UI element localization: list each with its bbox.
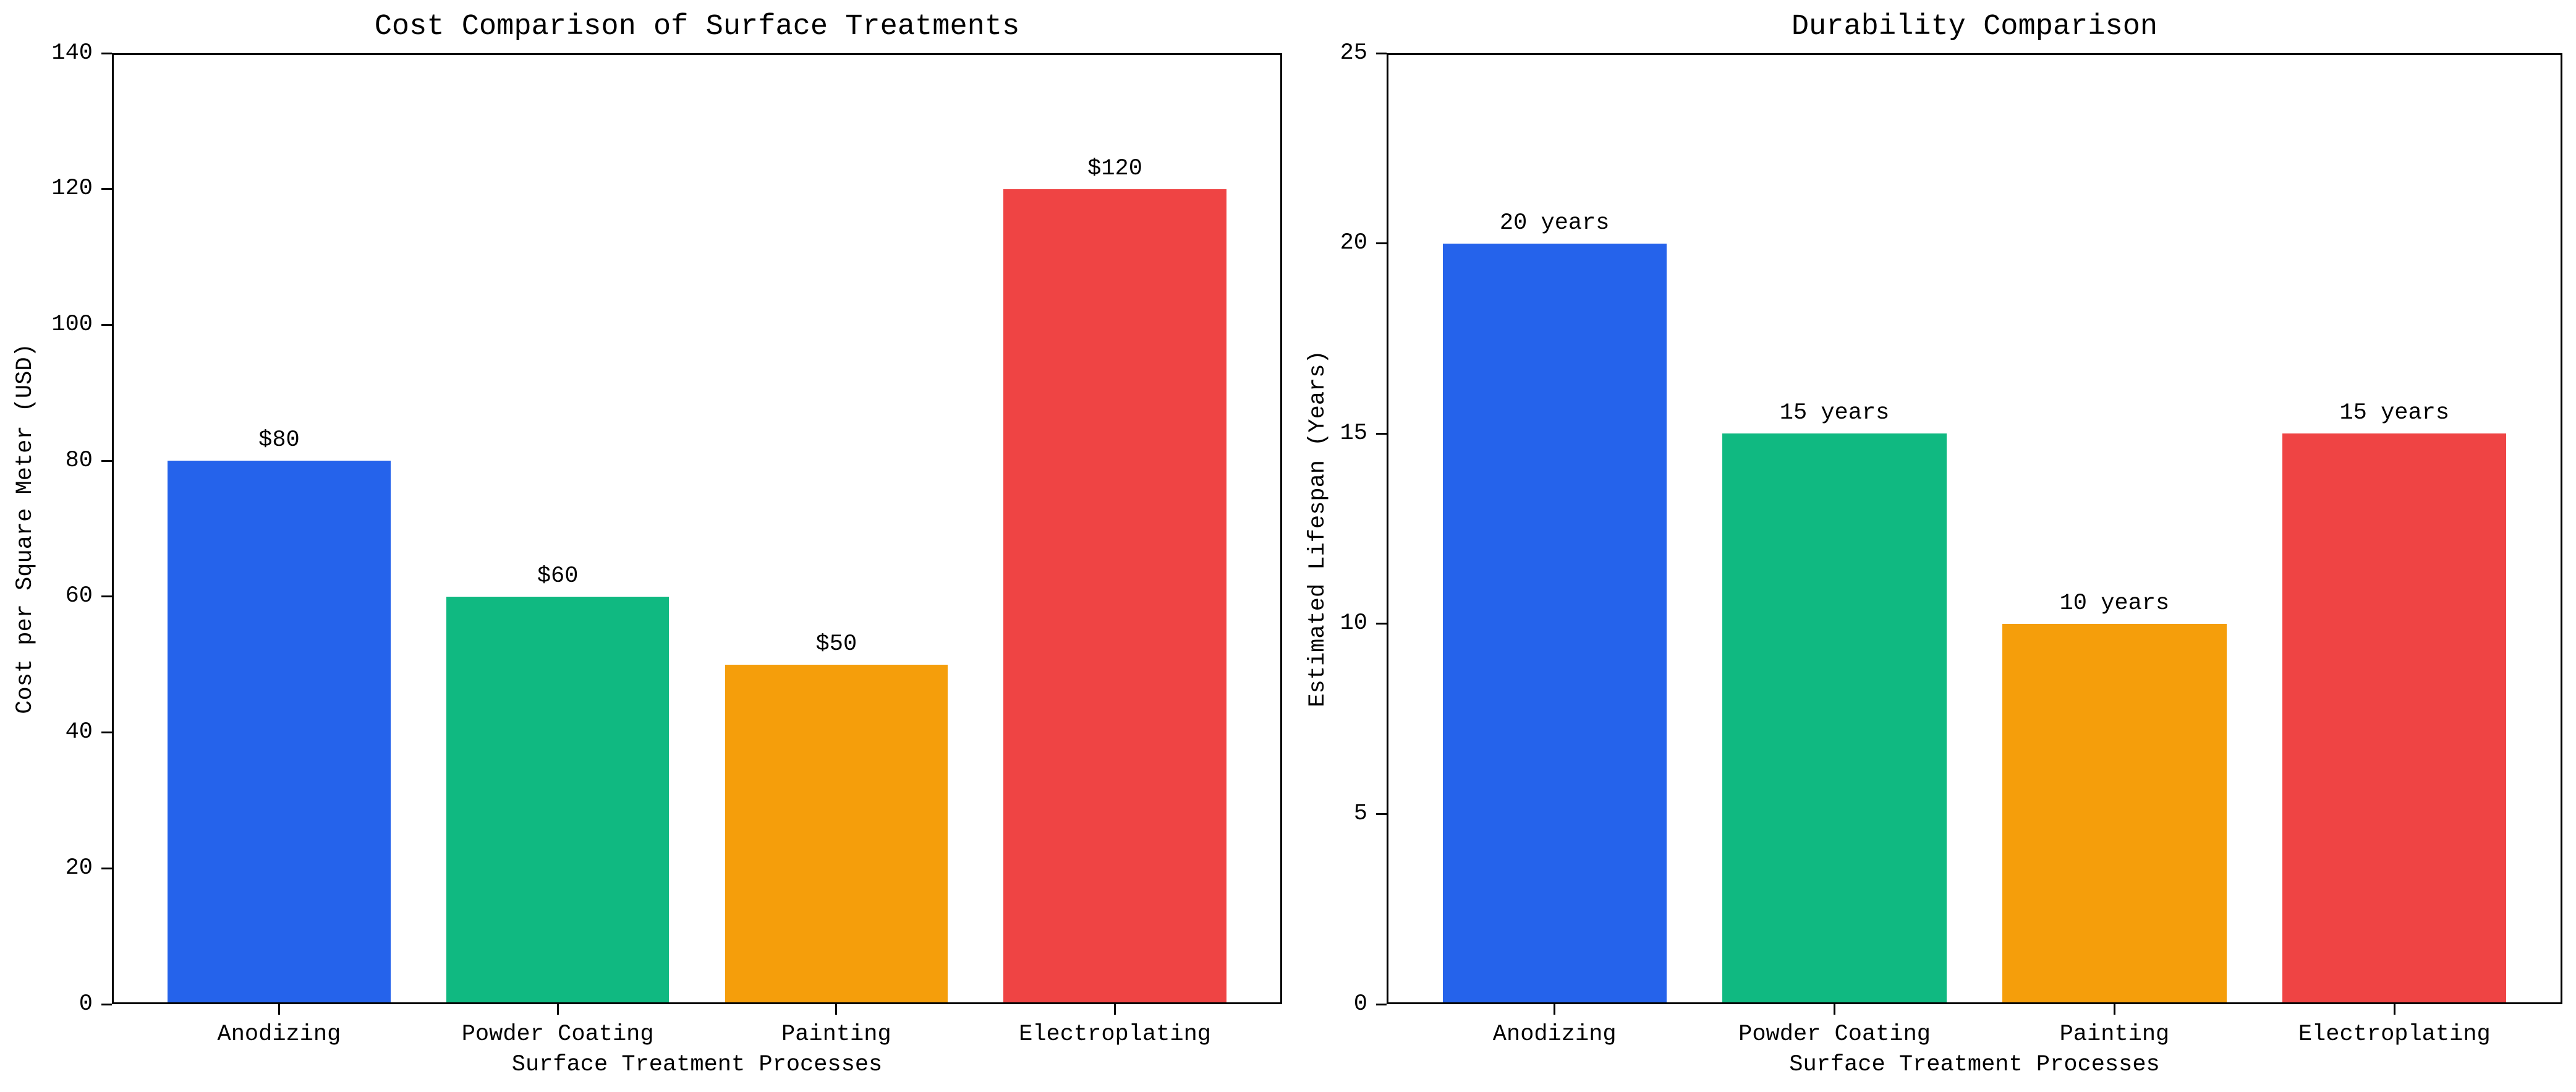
x-tick [1834, 1004, 1836, 1015]
bar-value-label: $80 [258, 427, 300, 454]
bar-powder-coating[interactable] [446, 596, 670, 1002]
x-tick-label-electroplating: Electroplating [1019, 1022, 1211, 1047]
bar-electroplating[interactable] [2282, 433, 2507, 1002]
bar-value-label: $60 [537, 563, 579, 589]
y-tick-label: 80 [65, 447, 93, 474]
y-tick [1376, 52, 1387, 54]
y-tick-label: 0 [79, 991, 93, 1017]
bar-powder-coating[interactable] [1722, 433, 1947, 1002]
y-tick [101, 188, 112, 190]
y-tick [101, 732, 112, 734]
chart-title: Cost Comparison of Surface Treatments [374, 11, 1020, 43]
x-tick-label-painting: Painting [781, 1022, 891, 1047]
x-tick [278, 1004, 280, 1015]
y-tick [101, 459, 112, 462]
bar-value-label: $120 [1087, 155, 1142, 182]
y-tick [101, 1003, 112, 1005]
x-tick [2393, 1004, 2395, 1015]
y-tick-label: 25 [1340, 40, 1367, 66]
bar-painting[interactable] [725, 664, 948, 1002]
y-tick-label: 40 [65, 719, 93, 746]
bar-value-label: 15 years [2339, 400, 2450, 427]
y-tick-label: 120 [51, 176, 93, 202]
y-tick-label: 0 [1353, 991, 1367, 1017]
y-axis-label-wrap: Estimated Lifespan (Years) [1305, 343, 1335, 714]
x-tick [556, 1004, 559, 1015]
y-axis-label: Estimated Lifespan (Years) [1305, 350, 1331, 707]
bar-value-label: $50 [815, 631, 857, 657]
y-tick-label: 140 [51, 40, 93, 66]
y-tick-label: 20 [1340, 230, 1367, 257]
durability-comparison-chart: Durability Comparison Estimated Lifespan… [1289, 0, 2576, 1092]
y-tick [101, 52, 112, 54]
y-tick-label: 15 [1340, 420, 1367, 446]
bar-value-label: 20 years [1499, 210, 1610, 236]
x-axis-label: Surface Treatment Processes [511, 1052, 883, 1078]
y-tick [101, 323, 112, 326]
y-tick [1376, 432, 1387, 435]
bar-electroplating[interactable] [1003, 189, 1226, 1002]
y-axis-label: Cost per Square Meter (USD) [12, 343, 38, 714]
x-tick-label-powder-coating: Powder Coating [461, 1022, 654, 1047]
y-tick-label: 10 [1340, 610, 1367, 637]
bar-value-label: 10 years [2059, 590, 2170, 616]
bar-anodizing[interactable] [168, 461, 391, 1002]
y-tick [1376, 623, 1387, 625]
y-tick [1376, 1003, 1387, 1005]
y-tick-label: 5 [1353, 800, 1367, 827]
y-tick [101, 867, 112, 869]
y-tick-label: 100 [51, 311, 93, 338]
y-tick [1376, 242, 1387, 245]
bar-painting[interactable] [2002, 623, 2227, 1002]
y-tick-label: 20 [65, 855, 93, 881]
y-tick-label: 60 [65, 583, 93, 610]
x-tick [835, 1004, 838, 1015]
x-axis-label: Surface Treatment Processes [1789, 1052, 2160, 1078]
y-tick [1376, 813, 1387, 815]
x-tick-label-anodizing: Anodizing [1492, 1022, 1617, 1047]
bar-anodizing[interactable] [1442, 243, 1667, 1002]
x-tick-label-painting: Painting [2059, 1022, 2170, 1047]
x-tick [1554, 1004, 1556, 1015]
y-axis-label-wrap: Cost per Square Meter (USD) [12, 343, 43, 714]
x-tick-label-powder-coating: Powder Coating [1738, 1022, 1931, 1047]
chart-title: Durability Comparison [1791, 11, 2158, 43]
x-tick-label-anodizing: Anodizing [217, 1022, 341, 1047]
x-tick-label-electroplating: Electroplating [2298, 1022, 2491, 1047]
x-tick [1114, 1004, 1116, 1015]
y-tick [101, 595, 112, 598]
cost-comparison-chart: Cost Comparison of Surface Treatments Co… [12, 11, 1282, 1078]
bar-value-label: 15 years [1779, 400, 1890, 427]
x-tick [2113, 1004, 2115, 1015]
